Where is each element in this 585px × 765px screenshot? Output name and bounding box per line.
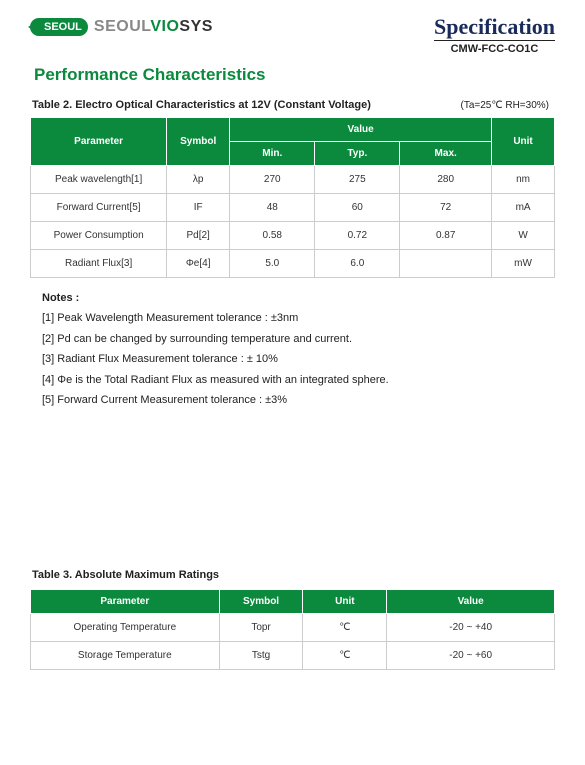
cell-max: 280 [400, 166, 492, 194]
cell-value: -20 ~ +60 [387, 641, 555, 669]
table-row: Peak wavelength[1] λp 270 275 280 nm [31, 166, 555, 194]
table-row: Power Consumption Pd[2] 0.58 0.72 0.87 W [31, 222, 555, 250]
cell-unit: ℃ [303, 641, 387, 669]
table-row: Radiant Flux[3] Φe[4] 5.0 6.0 mW [31, 250, 555, 278]
page: SEOUL SEOULVIOSYS Specification CMW-FCC-… [0, 0, 585, 765]
brand-grey: SEOUL [94, 18, 150, 35]
cell-value: -20 ~ +40 [387, 613, 555, 641]
note-item: [1] Peak Wavelength Measurement toleranc… [42, 310, 555, 327]
table-row: Operating Temperature Topr ℃ -20 ~ +40 [31, 613, 555, 641]
cell-symbol: Tstg [219, 641, 303, 669]
cell-param: Operating Temperature [31, 613, 220, 641]
spec-block: Specification CMW-FCC-CO1C [434, 14, 555, 55]
table2-caption: Table 2. Electro Optical Characteristics… [32, 99, 371, 111]
section-title: Performance Characteristics [34, 65, 555, 85]
seoul-badge: SEOUL [30, 18, 88, 36]
brand-dark: SYS [179, 18, 213, 35]
table2: Parameter Symbol Value Unit Min. Typ. Ma… [30, 117, 555, 278]
cell-unit: W [492, 222, 555, 250]
cell-max [400, 250, 492, 278]
table-row: Forward Current[5] IF 48 60 72 mA [31, 194, 555, 222]
cell-param: Peak wavelength[1] [31, 166, 167, 194]
th-unit: Unit [303, 589, 387, 613]
note-item: [4] Φe is the Total Radiant Flux as meas… [42, 372, 555, 389]
cell-min: 5.0 [230, 250, 315, 278]
th-value: Value [230, 118, 492, 142]
cell-symbol: Φe[4] [167, 250, 230, 278]
notes-block: Notes : [1] Peak Wavelength Measurement … [42, 292, 555, 409]
th-max: Max. [400, 142, 492, 166]
cell-unit: mA [492, 194, 555, 222]
brand-text: SEOULVIOSYS [94, 18, 213, 36]
cell-unit: nm [492, 166, 555, 194]
th-unit: Unit [492, 118, 555, 166]
cell-symbol: λp [167, 166, 230, 194]
th-typ: Typ. [315, 142, 400, 166]
cell-param: Radiant Flux[3] [31, 250, 167, 278]
table-row: Storage Temperature Tstg ℃ -20 ~ +60 [31, 641, 555, 669]
th-symbol: Symbol [167, 118, 230, 166]
cell-symbol: IF [167, 194, 230, 222]
cell-typ: 6.0 [315, 250, 400, 278]
th-symbol: Symbol [219, 589, 303, 613]
table3: Parameter Symbol Unit Value Operating Te… [30, 589, 555, 670]
cell-symbol: Pd[2] [167, 222, 230, 250]
cell-param: Storage Temperature [31, 641, 220, 669]
cell-typ: 60 [315, 194, 400, 222]
cell-typ: 0.72 [315, 222, 400, 250]
spec-title: Specification [434, 14, 555, 40]
note-item: [3] Radiant Flux Measurement tolerance :… [42, 351, 555, 368]
table2-conditions: (Ta=25℃ RH=30%) [461, 100, 550, 111]
cell-min: 270 [230, 166, 315, 194]
notes-title: Notes : [42, 292, 555, 304]
th-min: Min. [230, 142, 315, 166]
cell-max: 72 [400, 194, 492, 222]
th-parameter: Parameter [31, 118, 167, 166]
cell-unit: mW [492, 250, 555, 278]
cell-min: 48 [230, 194, 315, 222]
table3-caption: Table 3. Absolute Maximum Ratings [32, 569, 555, 581]
header: SEOUL SEOULVIOSYS Specification CMW-FCC-… [30, 18, 555, 55]
cell-param: Power Consumption [31, 222, 167, 250]
part-number: CMW-FCC-CO1C [434, 40, 555, 55]
note-item: [2] Pd can be changed by surrounding tem… [42, 331, 555, 348]
cell-unit: ℃ [303, 613, 387, 641]
cell-max: 0.87 [400, 222, 492, 250]
cell-symbol: Topr [219, 613, 303, 641]
note-item: [5] Forward Current Measurement toleranc… [42, 392, 555, 409]
th-value: Value [387, 589, 555, 613]
cell-min: 0.58 [230, 222, 315, 250]
logo-block: SEOUL SEOULVIOSYS [30, 18, 213, 36]
th-parameter: Parameter [31, 589, 220, 613]
brand-green: VIO [150, 18, 179, 35]
cell-typ: 275 [315, 166, 400, 194]
cell-param: Forward Current[5] [31, 194, 167, 222]
table2-caption-row: Table 2. Electro Optical Characteristics… [32, 99, 555, 111]
